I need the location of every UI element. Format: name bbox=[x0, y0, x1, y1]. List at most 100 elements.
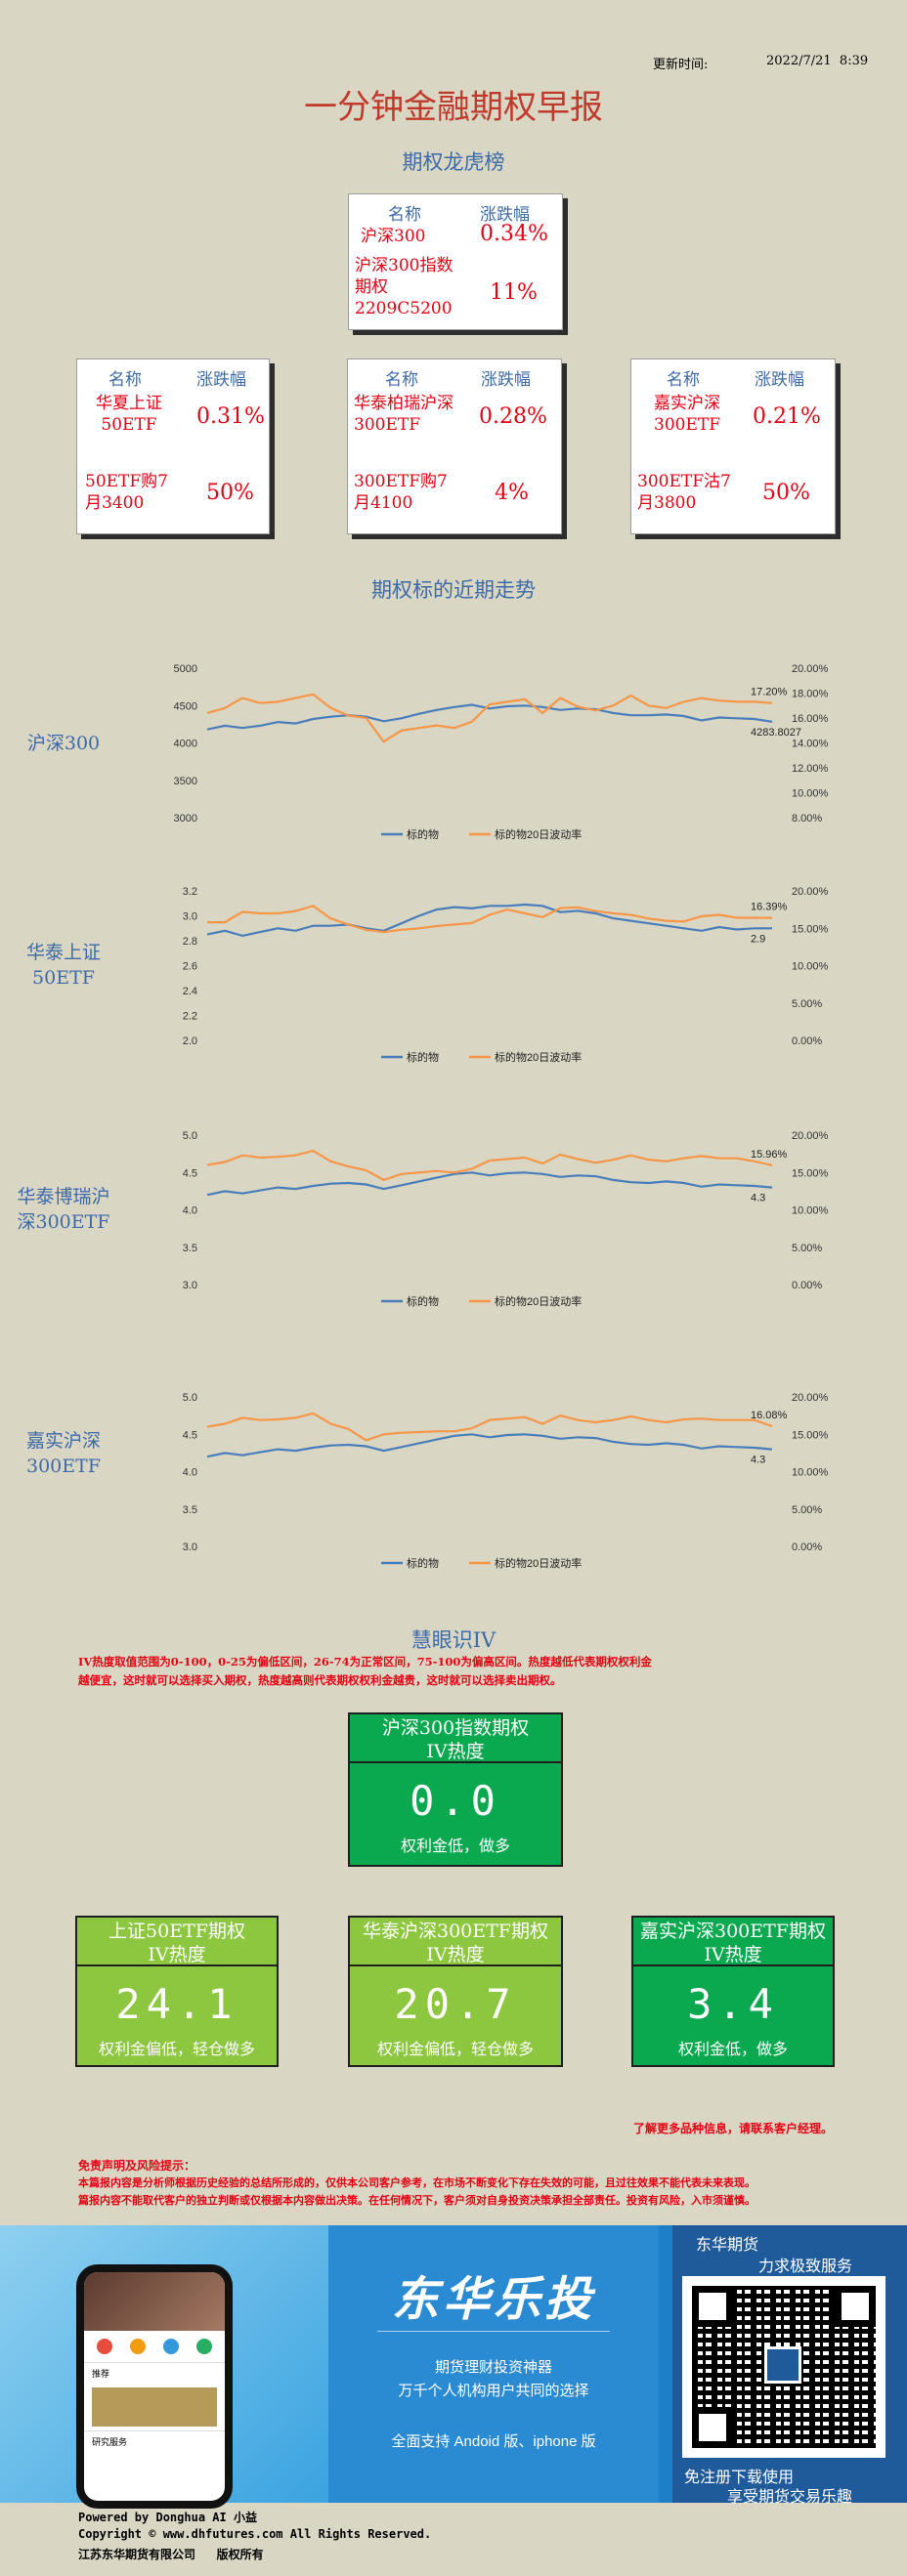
app-banner[interactable]: 推荐 研究服务 东华乐投 期货理财投资神器 万千个人机构用户共同的选择 全面支持… bbox=[0, 2225, 907, 2509]
y-left-tick-label: 2.8 bbox=[183, 936, 197, 948]
col-change-header: 涨跌幅 bbox=[196, 370, 246, 390]
legend-label: 标的物 bbox=[407, 1294, 439, 1308]
more-info-link[interactable]: 了解更多品种信息，请联系客户经理。 bbox=[633, 2122, 834, 2135]
qr-bottom2: 享受期货交易乐趣 bbox=[727, 2489, 853, 2506]
card1-underlying-change: 0.31% bbox=[196, 404, 265, 429]
y-right-tick-label: 10.00% bbox=[792, 1467, 829, 1479]
main-underlying-name: 沪深300 bbox=[361, 227, 426, 246]
card1-underlying-name: 华夏上证50ETF bbox=[96, 394, 162, 435]
y-left-tick-label: 3.0 bbox=[183, 1541, 197, 1553]
y-right-tick-label: 15.00% bbox=[792, 1167, 829, 1179]
phone-app-icon bbox=[163, 2339, 179, 2354]
card1-option-change: 50% bbox=[206, 481, 254, 505]
y-left-tick-label: 3.5 bbox=[183, 1243, 197, 1254]
legend-label: 标的物 bbox=[407, 1556, 439, 1570]
card2-underlying-change: 0.28% bbox=[479, 404, 547, 429]
col-name-header: 名称 bbox=[385, 370, 418, 390]
chart-label-huatai300: 华泰博瑞沪深300ETF bbox=[17, 1186, 110, 1233]
iv-card-hs300-index: 沪深300指数期权 IV热度 0.0 权利金低，做多 bbox=[348, 1712, 563, 1867]
iv-subtitle: IV热度 bbox=[148, 1944, 206, 1965]
y-left-tick-label: 3.0 bbox=[183, 1280, 197, 1291]
volatility-end-label: 17.20% bbox=[751, 687, 788, 698]
phone-mockup: 推荐 研究服务 bbox=[76, 2264, 233, 2509]
volatility-series-line bbox=[207, 905, 773, 934]
main-option-name: 沪深300指数期权2209C5200 bbox=[355, 256, 454, 318]
iv-subtitle: IV热度 bbox=[704, 1944, 762, 1965]
card1-option-name: 50ETF购7月3400 bbox=[85, 472, 168, 513]
iv-value: 24.1 bbox=[115, 1980, 238, 2028]
banner-sub3: 全面支持 Andoid 版、iphone 版 bbox=[391, 2433, 596, 2450]
y-left-tick-label: 2.6 bbox=[183, 961, 197, 973]
underlying-series-line bbox=[206, 903, 772, 938]
y-left-tick-label: 2.4 bbox=[183, 986, 197, 997]
qr-top2: 力求极致服务 bbox=[758, 2259, 853, 2275]
trend-heading: 期权标的近期走势 bbox=[371, 578, 536, 602]
y-left-tick-label: 5000 bbox=[174, 663, 197, 675]
iv-subtitle: IV热度 bbox=[426, 1741, 485, 1762]
y-left-tick-label: 4.0 bbox=[183, 1467, 197, 1479]
y-right-tick-label: 15.00% bbox=[792, 923, 829, 935]
y-right-tick-label: 10.00% bbox=[792, 1205, 829, 1217]
iv-card-50etf: 上证50ETF期权 IV热度 24.1 权利金偏低，轻仓做多 bbox=[75, 1916, 279, 2067]
underlying-series-line bbox=[206, 1433, 773, 1458]
footer-line2: Copyright © www.dhfutures.com All Rights… bbox=[78, 2527, 432, 2541]
footer-line1: Powered by Donghua AI 小益 bbox=[78, 2511, 257, 2524]
volatility-end-label: 16.08% bbox=[751, 1410, 788, 1421]
col-change-header: 涨跌幅 bbox=[755, 370, 804, 390]
y-left-tick-label: 3.0 bbox=[183, 911, 197, 923]
col-name-header: 名称 bbox=[388, 205, 421, 225]
legend-label: 标的物20日波动率 bbox=[495, 1294, 582, 1308]
y-right-tick-label: 20.00% bbox=[792, 663, 829, 675]
disclaimer-title: 免责声明及风险提示： bbox=[78, 2159, 196, 2173]
volatility-end-label: 15.96% bbox=[751, 1149, 788, 1161]
card2-option-name: 300ETF购7月4100 bbox=[354, 472, 448, 513]
disclaimer-line2: 篇报内容不能取代客户的独立判断或仅根据本内容做出决策。在任何情况下，客户须对自身… bbox=[78, 2194, 756, 2207]
legend-label: 标的物 bbox=[407, 1050, 439, 1064]
iv-value: 20.7 bbox=[394, 1980, 517, 2028]
underlying-end-label: 2.9 bbox=[751, 933, 765, 945]
y-left-tick-label: 4000 bbox=[174, 739, 197, 750]
y-right-tick-label: 12.00% bbox=[792, 763, 829, 775]
iv-note: 权利金偏低，轻仓做多 bbox=[376, 2040, 534, 2058]
y-left-tick-label: 4.5 bbox=[183, 1167, 197, 1179]
iv-value: 0.0 bbox=[410, 1777, 501, 1825]
iv-subtitle: IV热度 bbox=[426, 1944, 485, 1965]
iv-title: 沪深300指数期权 bbox=[381, 1717, 530, 1739]
y-left-tick-label: 3.2 bbox=[183, 886, 197, 898]
iv-title: 华泰沪深300ETF期权 bbox=[363, 1921, 548, 1942]
card3-underlying-name: 嘉实沪深300ETF bbox=[654, 394, 720, 435]
card3-option-change: 50% bbox=[762, 481, 810, 505]
main-option-change: 11% bbox=[490, 280, 538, 305]
qr-panel: 东华期货 力求极致服务 免注册下载使用 享受期货交易乐趣 bbox=[672, 2225, 907, 2506]
iv-desc-line1: IV热度取值范围为0-100，0-25为偏低区间，26-74为正常区间，75-1… bbox=[78, 1655, 652, 1668]
chart-label-hs300: 沪深300 bbox=[26, 733, 101, 754]
underlying-end-label: 4.3 bbox=[751, 1455, 765, 1466]
underlying-series-line bbox=[206, 703, 773, 731]
y-left-tick-label: 5.0 bbox=[183, 1392, 197, 1404]
y-left-tick-label: 5.0 bbox=[183, 1130, 197, 1142]
qr-top1: 东华期货 bbox=[696, 2237, 759, 2254]
iv-note: 权利金低，做多 bbox=[677, 2040, 788, 2058]
footer-line3: 江苏东华期货有限公司 版权所有 bbox=[78, 2548, 264, 2561]
iv-desc-line2: 越便宜，这时就可以选择买入期权，热度越高则代表期权权利金越贵，这时就可以选择卖出… bbox=[78, 1673, 562, 1687]
col-name-header: 名称 bbox=[667, 370, 700, 390]
leaderboard-heading: 期权龙虎榜 bbox=[402, 150, 505, 174]
card3-option-name: 300ETF沽7月3800 bbox=[637, 472, 731, 513]
phone-menu-1: 推荐 bbox=[84, 2362, 225, 2384]
y-right-tick-label: 15.00% bbox=[792, 1429, 829, 1441]
chart-jiashi300: 5.0 4.5 4.0 3.5 3.0 20.00% 15.00% 10.00% 5.00% 0.… bbox=[183, 1392, 829, 1570]
card3-underlying-change: 0.21% bbox=[753, 404, 821, 429]
leaderboard-card-3: 名称 涨跌幅 嘉实沪深300ETF 0.21% 300ETF沽7月3800 50… bbox=[630, 359, 836, 534]
y-right-tick-label: 20.00% bbox=[792, 1130, 829, 1142]
iv-heading: 慧眼识IV bbox=[410, 1628, 497, 1652]
y-right-tick-label: 16.00% bbox=[792, 713, 829, 725]
y-right-tick-label: 18.00% bbox=[792, 689, 829, 700]
y-left-tick-label: 4.5 bbox=[183, 1429, 197, 1441]
leaderboard-card-1: 名称 涨跌幅 华夏上证50ETF 0.31% 50ETF购7月3400 50% bbox=[76, 359, 270, 534]
underlying-series-line bbox=[206, 1171, 773, 1197]
chart-50etf: 3.2 3.0 2.8 2.6 2.4 2.2 2.0 20.00% 15.00% 10.00% 5… bbox=[183, 886, 829, 1064]
qr-code-icon[interactable] bbox=[682, 2276, 885, 2458]
y-left-tick-label: 4.0 bbox=[183, 1205, 197, 1217]
y-right-tick-label: 5.00% bbox=[792, 1243, 822, 1254]
y-right-tick-label: 14.00% bbox=[792, 739, 829, 750]
